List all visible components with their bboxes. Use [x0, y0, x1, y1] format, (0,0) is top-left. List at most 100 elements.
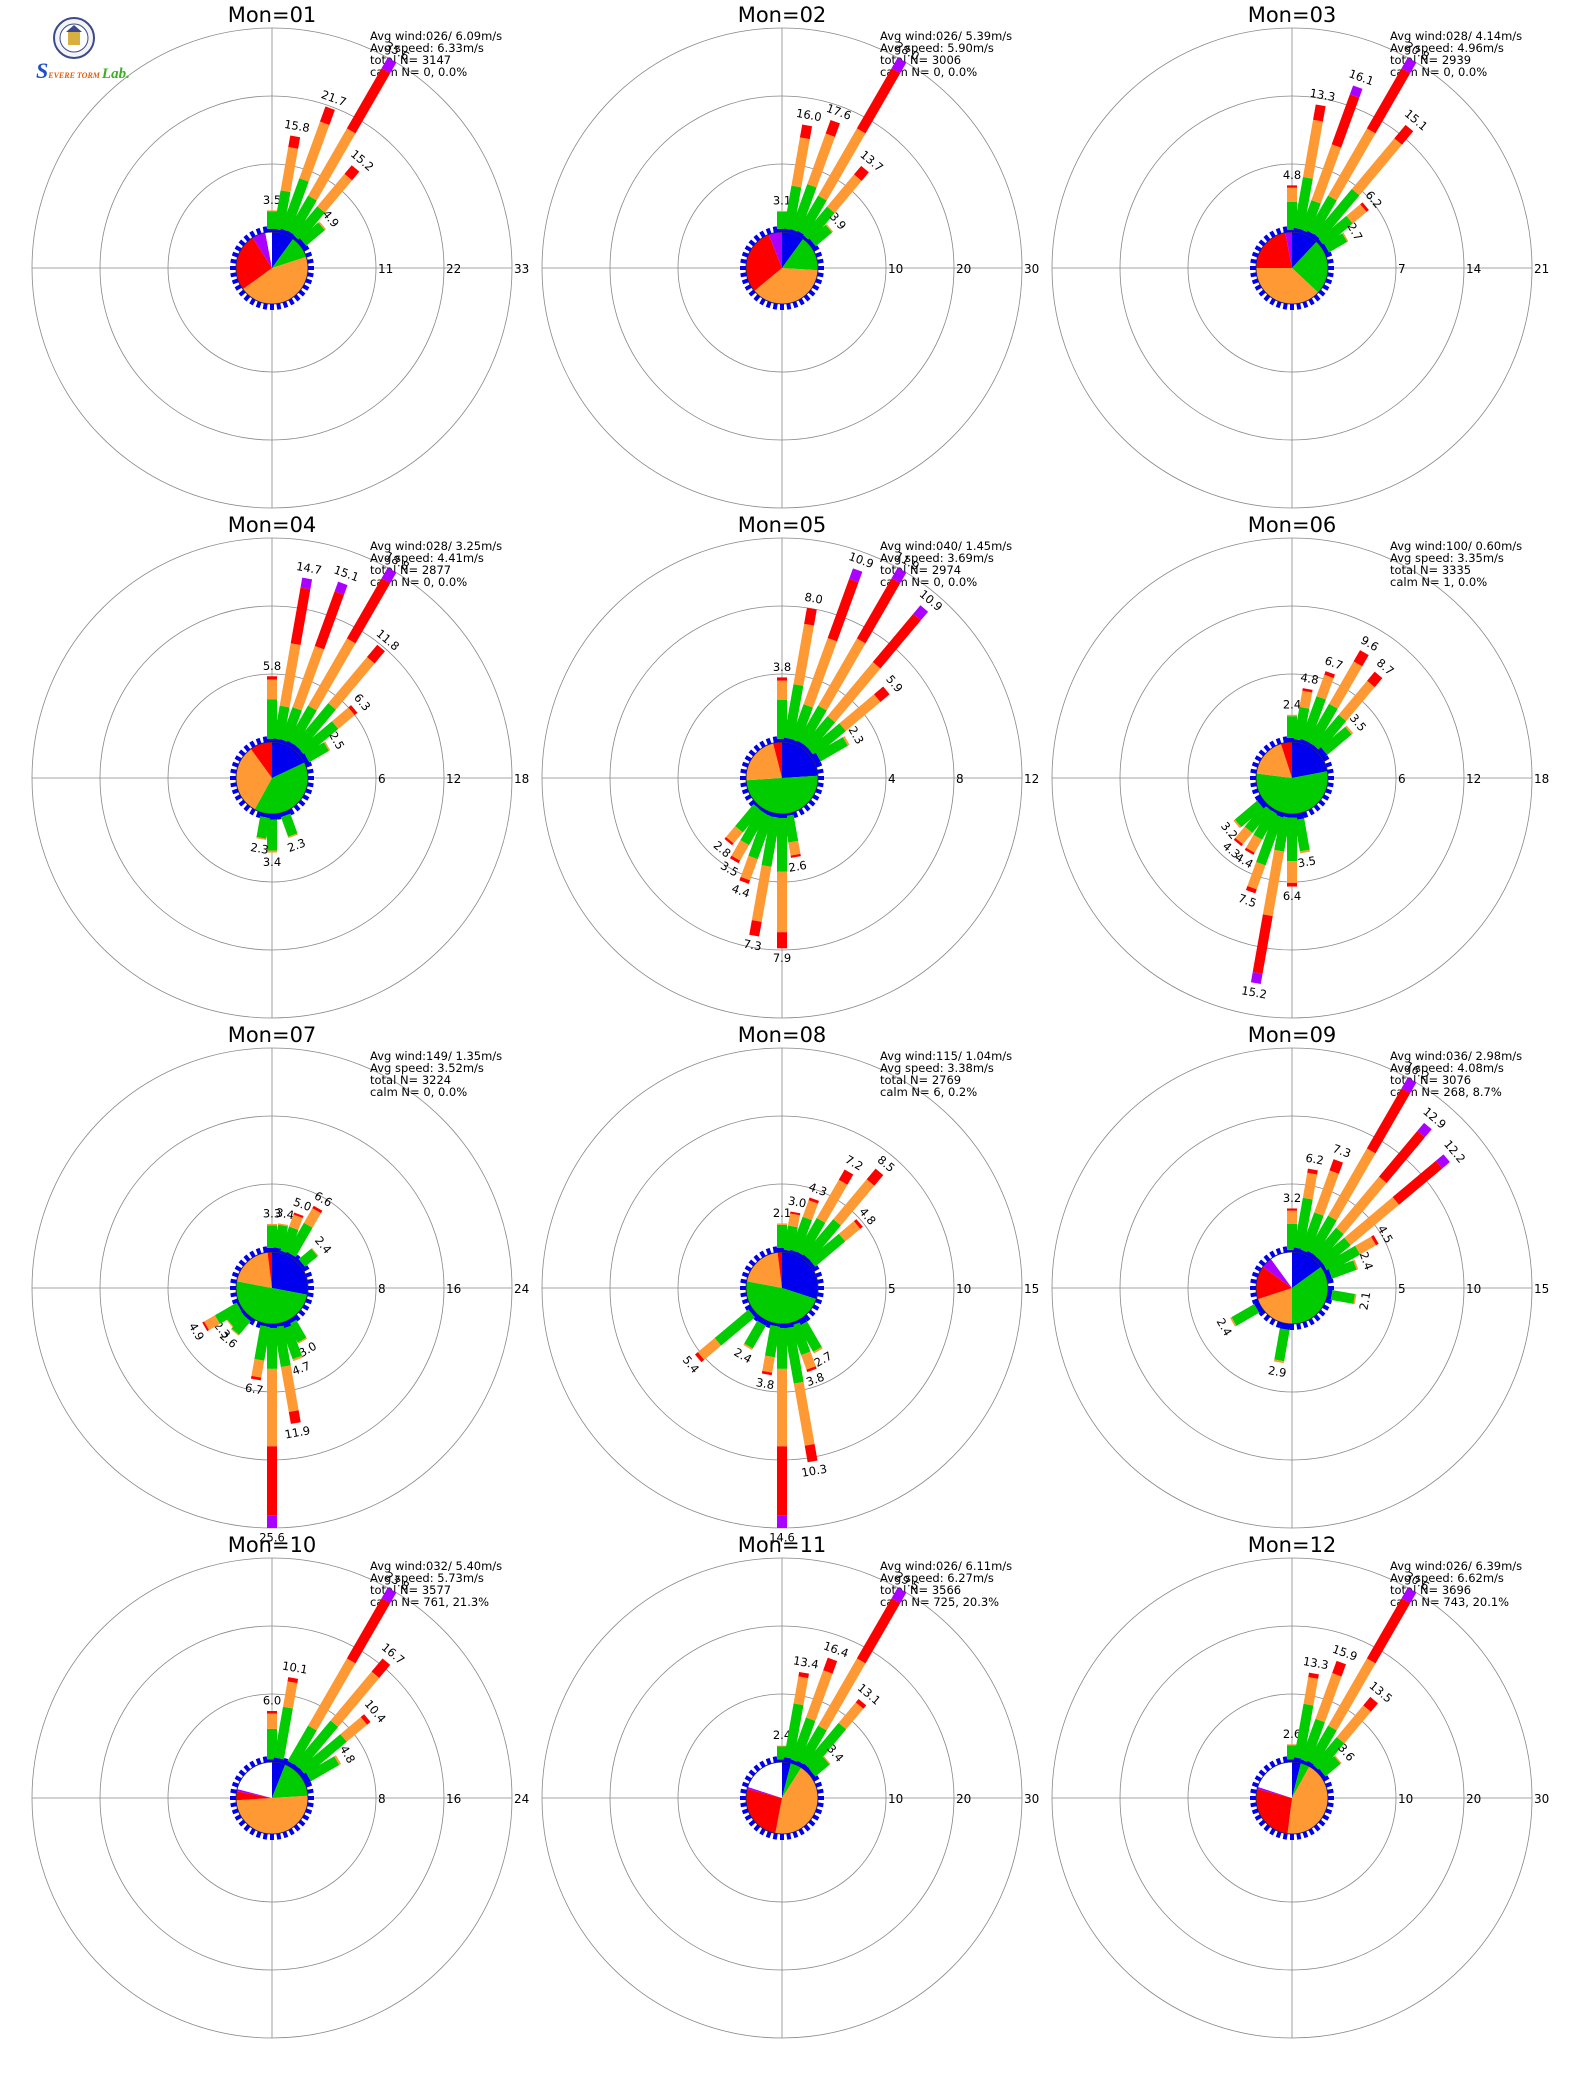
bar-segment — [1314, 188, 1360, 241]
bar-segment — [1318, 1237, 1351, 1267]
bar-segment — [1311, 1765, 1321, 1774]
direction-stub — [741, 1298, 749, 1305]
bar-segment — [317, 173, 353, 213]
pie-slice — [1256, 1789, 1292, 1834]
direction-stub — [234, 794, 242, 801]
bar-label: 7.5 — [1236, 891, 1258, 910]
direction-stub — [1325, 788, 1333, 795]
bar-segment — [231, 1314, 251, 1335]
bar-segment — [1366, 1598, 1411, 1664]
direction-stub — [817, 1292, 824, 1298]
bar-label: 3.8 — [773, 660, 791, 674]
direction-stub — [1325, 1298, 1333, 1305]
bar-segment — [762, 1355, 775, 1373]
direction-stub — [817, 258, 824, 264]
direction-stub — [234, 1775, 242, 1782]
bar-segment — [866, 1168, 884, 1186]
bar-segment — [808, 723, 846, 757]
bar-segment — [1250, 972, 1263, 984]
bar-segment — [1316, 1768, 1326, 1779]
bar-segment — [1316, 747, 1328, 759]
direction-stub — [1250, 1802, 1257, 1808]
bar-label: 2.1 — [773, 1206, 791, 1220]
pie-slice — [773, 742, 782, 778]
bar-segment — [290, 587, 311, 645]
pie-slice — [272, 742, 305, 778]
bar-segment — [764, 1325, 781, 1358]
bar-segment — [891, 567, 907, 584]
direction-stub — [817, 1788, 824, 1794]
direction-stub — [231, 761, 239, 768]
bar-segment — [801, 1254, 812, 1264]
bar-segment — [1294, 1703, 1314, 1759]
direction-stub — [740, 272, 747, 278]
direction-stub — [772, 303, 778, 310]
bar-segment — [913, 605, 929, 621]
direction-stub — [1275, 227, 1282, 235]
pie-slice — [254, 762, 309, 815]
direction-stub — [1251, 1298, 1259, 1305]
bar-segment — [815, 737, 848, 762]
direction-stub — [808, 1819, 816, 1827]
ring-label: 12 — [446, 772, 461, 786]
direction-stub — [276, 1833, 282, 1840]
direction-stub — [817, 1802, 824, 1808]
direction-stub — [243, 1764, 251, 1772]
direction-stub — [302, 794, 310, 801]
direction-stub — [255, 1247, 262, 1255]
bar-segment — [856, 68, 901, 134]
direction-stub — [234, 284, 242, 291]
bar-segment — [1417, 1122, 1432, 1138]
ring-label: 8 — [378, 1282, 386, 1296]
direction-stub — [744, 245, 752, 252]
direction-stub — [741, 1271, 749, 1278]
info-line: calm N= 761, 21.3% — [370, 1595, 489, 1609]
ring-label: 20 — [956, 262, 971, 276]
direction-stub — [1250, 1278, 1257, 1284]
pie-slice — [242, 256, 309, 304]
bar-segment — [793, 1381, 815, 1446]
direction-stub — [1263, 1764, 1271, 1772]
panel-title: Mon=07 — [228, 1023, 317, 1047]
bar-segment — [294, 1720, 339, 1771]
pie-slice — [236, 1252, 272, 1288]
direction-stub — [1275, 301, 1282, 309]
info-line: calm N= 0, 0.0% — [370, 65, 467, 79]
bar-segment — [798, 1671, 809, 1679]
direction-stub — [1275, 1831, 1282, 1839]
pie-slice — [236, 1791, 272, 1801]
bar-segment — [300, 753, 310, 765]
pie-slice — [775, 1767, 819, 1834]
direction-stub — [249, 1318, 256, 1326]
pie-slice — [782, 232, 804, 268]
bar-label: 8.0 — [803, 590, 823, 607]
direction-stub — [1296, 1323, 1302, 1330]
bar-segment — [801, 1763, 812, 1774]
ring-label: 14 — [1466, 262, 1481, 276]
direction-stub — [1322, 755, 1330, 762]
bar-segment — [1313, 1227, 1344, 1261]
ring-label: 5 — [1398, 1282, 1406, 1296]
bar-segment — [312, 1205, 323, 1214]
bar-segment — [1336, 1176, 1387, 1235]
bar-label: 4.8 — [1299, 670, 1319, 687]
bar-segment — [279, 1320, 292, 1330]
info-line: Avg speed: 5.73m/s — [370, 1571, 484, 1585]
direction-stub — [803, 1314, 811, 1322]
bar-segment — [797, 705, 827, 746]
direction-stub — [772, 1756, 778, 1763]
bar-segment — [1231, 1304, 1260, 1326]
direction-stub — [302, 1265, 310, 1272]
direction-stub — [1258, 289, 1266, 297]
bar-segment — [803, 206, 835, 242]
bar-segment — [789, 229, 801, 236]
bar-segment — [725, 826, 743, 844]
bar-segment — [273, 228, 284, 234]
direction-stub — [808, 799, 816, 807]
logo-subtext: EVERE TORM — [48, 71, 100, 80]
direction-stub — [243, 1824, 251, 1832]
direction-stub — [231, 1298, 239, 1305]
bar-segment — [784, 684, 804, 740]
bar-label: 6.4 — [1283, 889, 1301, 903]
